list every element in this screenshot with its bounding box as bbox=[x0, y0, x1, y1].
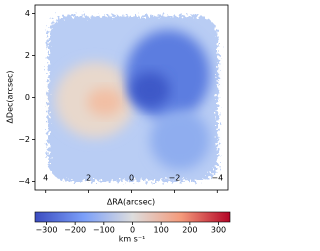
chart: ΔRA(arcsec) ΔDec(arcsec) km s⁻¹ 4 2 0 −2 −4 −… bbox=[6, 4, 231, 244]
x-tick-label: −4 bbox=[211, 174, 223, 183]
colorbar-tick-label: 300 bbox=[211, 226, 226, 235]
y-tick-label: 2 bbox=[25, 51, 30, 60]
x-tick-label: −2 bbox=[168, 174, 180, 183]
colorbar bbox=[34, 211, 231, 223]
velocity-map bbox=[48, 16, 218, 181]
x-axis-label: ΔRA(arcsec) bbox=[107, 198, 155, 207]
colorbar-tick-label: −100 bbox=[93, 226, 115, 235]
colorbar-tick-label: −300 bbox=[35, 226, 57, 235]
y-axis-label: ΔDec(arcsec) bbox=[6, 70, 15, 123]
colorbar-tick-label: 0 bbox=[130, 226, 135, 235]
x-tick-label: 2 bbox=[86, 174, 91, 183]
x-tick-label: 0 bbox=[129, 174, 134, 183]
colorbar-label: km s⁻¹ bbox=[119, 235, 146, 244]
y-tick-label: −2 bbox=[18, 135, 30, 144]
colorbar-tick-label: 100 bbox=[154, 226, 169, 235]
y-tick-label: 4 bbox=[25, 9, 30, 18]
y-tick-label: −4 bbox=[18, 177, 30, 186]
y-tick-label: 0 bbox=[25, 93, 30, 102]
colorbar-tick-label: 200 bbox=[182, 226, 197, 235]
x-tick-label: 4 bbox=[43, 174, 48, 183]
colorbar-tick-label: −200 bbox=[64, 226, 86, 235]
